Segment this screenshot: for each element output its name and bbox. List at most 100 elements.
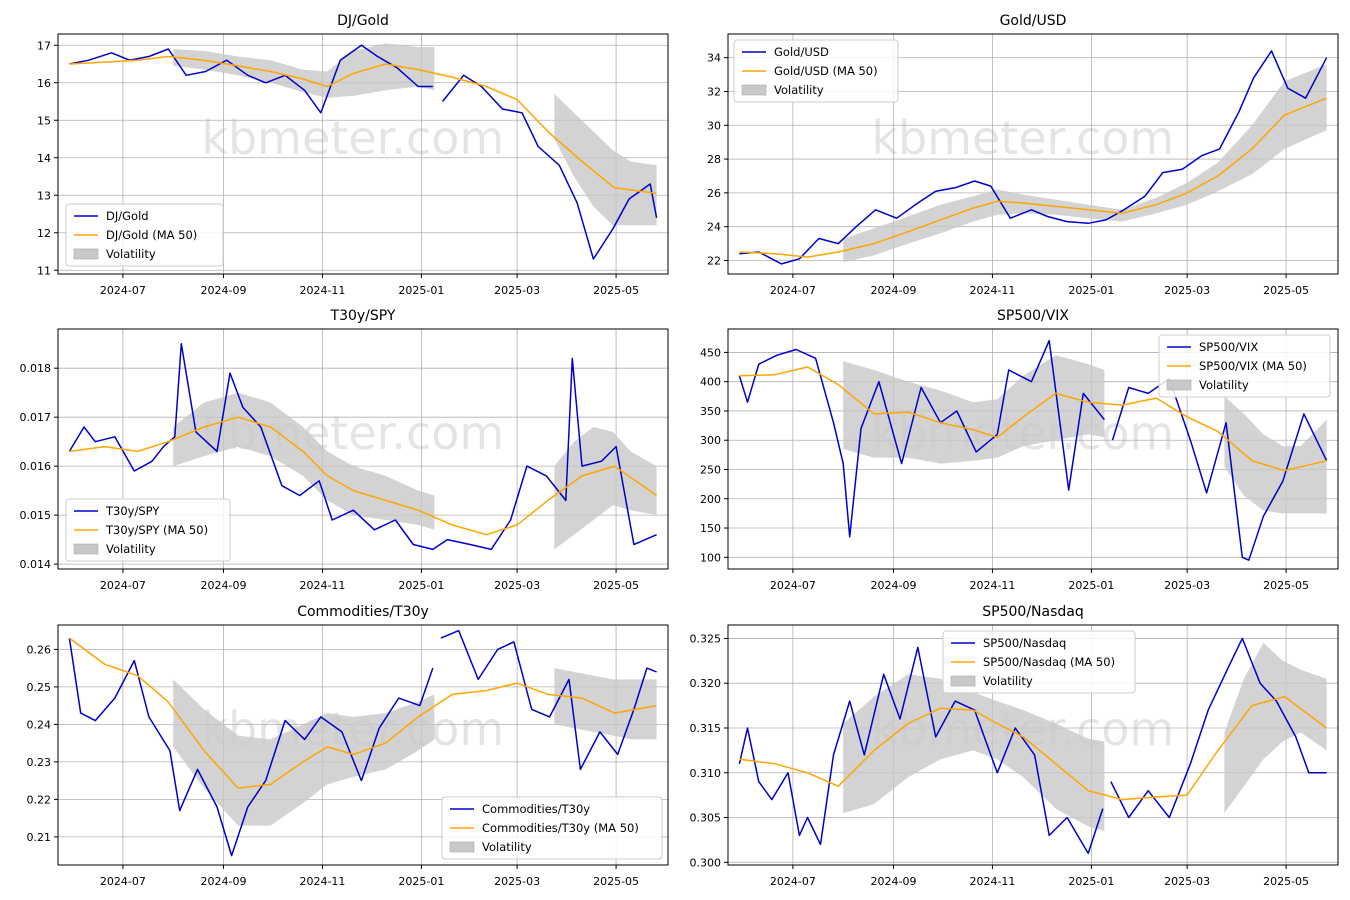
x-tick-label: 2025-01 <box>398 579 444 592</box>
y-tick-label: 0.325 <box>690 632 722 645</box>
chart-panel-4: kbmeter.com2024-072024-092024-112025-012… <box>700 308 1339 592</box>
ma50-line-1 <box>739 97 1327 258</box>
y-tick-label: 22 <box>707 254 721 267</box>
x-tick-label: 2025-01 <box>1068 579 1114 592</box>
x-tick-label: 2024-11 <box>969 875 1015 888</box>
axes-frame <box>57 33 669 275</box>
y-tick-label: 0.22 <box>27 793 52 806</box>
y-tick-label: 24 <box>707 221 721 234</box>
x-tick-label: 2025-03 <box>494 875 540 888</box>
legend-label: Commodities/T30y (MA 50) <box>482 821 639 835</box>
legend: SP500/VIX SP500/VIX (MA 50) Volatility <box>1158 334 1331 398</box>
y-tick-label: 0.315 <box>690 722 722 735</box>
y-tick-label: 11 <box>37 264 51 277</box>
x-tick-label: 2025-05 <box>593 579 639 592</box>
watermark-text: kbmeter.com <box>201 111 504 165</box>
axes-frame <box>57 624 669 866</box>
x-tick-label: 2025-03 <box>1164 284 1210 297</box>
x-tick-label: 2024-07 <box>770 875 816 888</box>
x-tick-label: 2024-09 <box>870 579 916 592</box>
volatility-band-1 <box>843 64 1327 263</box>
axes-frame <box>727 33 1339 275</box>
x-tick-label: 2024-07 <box>100 875 146 888</box>
x-tick-label: 2025-03 <box>1164 579 1210 592</box>
x-tick-label: 2025-03 <box>1164 875 1210 888</box>
y-tick-label: 450 <box>700 346 721 359</box>
x-tick-label: 2025-01 <box>398 284 444 297</box>
y-tick-label: 400 <box>700 376 721 389</box>
y-tick-label: 0.016 <box>20 460 52 473</box>
x-tick-label: 2025-03 <box>494 284 540 297</box>
price-line-1 <box>738 646 1104 855</box>
legend: SP500/Nasdaq SP500/Nasdaq (MA 50) Volatili… <box>942 630 1136 694</box>
legend: DJ/Gold DJ/Gold (MA 50) Volatility <box>65 203 224 267</box>
volatility-band-1 <box>843 674 1105 831</box>
price-line-2 <box>441 74 658 260</box>
x-tick-label: 2024-07 <box>100 284 146 297</box>
x-tick-label: 2024-07 <box>100 579 146 592</box>
legend-swatch-volatility <box>73 543 99 555</box>
y-tick-label: 0.24 <box>27 718 52 731</box>
x-tick-label: 2024-11 <box>299 284 345 297</box>
legend: T30y/SPY T30y/SPY (MA 50) Volatility <box>65 498 231 562</box>
y-tick-label: 17 <box>37 39 51 52</box>
y-tick-label: 15 <box>37 114 51 127</box>
x-tick-label: 2024-09 <box>870 284 916 297</box>
axes-frame <box>727 624 1339 866</box>
legend-label: Commodities/T30y <box>482 802 590 816</box>
legend-label: SP500/VIX <box>1199 340 1258 354</box>
x-tick-label: 2024-09 <box>870 875 916 888</box>
x-tick-label: 2024-11 <box>299 579 345 592</box>
legend-swatch-volatility <box>741 84 767 96</box>
x-tick-label: 2024-07 <box>770 579 816 592</box>
y-tick-label: 32 <box>707 85 721 98</box>
legend: Gold/USD Gold/USD (MA 50) Volatility <box>733 39 899 103</box>
legend-swatch-volatility <box>950 675 976 687</box>
chart-panel-5: kbmeter.com2024-072024-092024-112025-012… <box>27 604 669 888</box>
volatility-band-1 <box>173 43 435 98</box>
legend-label: T30y/SPY (MA 50) <box>105 523 208 537</box>
price-line-1 <box>68 342 657 551</box>
y-tick-label: 0.300 <box>690 856 722 869</box>
x-tick-label: 2024-09 <box>200 579 246 592</box>
volatility-band-2 <box>1224 396 1327 514</box>
legend-box <box>733 39 899 103</box>
legend-swatch-volatility <box>73 248 99 260</box>
price-line-2 <box>440 629 657 771</box>
y-tick-label: 34 <box>707 52 721 65</box>
x-tick-label: 2024-09 <box>200 875 246 888</box>
chart-title: Gold/USD <box>1000 13 1067 29</box>
y-tick-label: 30 <box>707 119 721 132</box>
x-tick-label: 2024-07 <box>770 284 816 297</box>
legend-label: Gold/USD <box>774 45 829 59</box>
legend-label: DJ/Gold (MA 50) <box>106 228 197 242</box>
x-tick-label: 2025-03 <box>494 579 540 592</box>
legend-box <box>441 796 663 860</box>
x-tick-label: 2025-05 <box>1263 579 1309 592</box>
price-line-1 <box>739 50 1328 265</box>
legend-box <box>1158 334 1331 398</box>
volatility-band-1 <box>173 679 435 826</box>
x-tick-label: 2025-01 <box>398 875 444 888</box>
watermark-text: kbmeter.com <box>871 111 1174 165</box>
chart-panel-6: kbmeter.com2024-072024-092024-112025-012… <box>690 604 1339 888</box>
x-tick-label: 2024-11 <box>969 284 1015 297</box>
chart-title: DJ/Gold <box>337 13 389 29</box>
legend-label: Gold/USD (MA 50) <box>774 64 878 78</box>
y-tick-label: 250 <box>700 463 721 476</box>
axes-frame <box>727 328 1339 570</box>
y-tick-label: 0.23 <box>27 756 52 769</box>
ma50-line-1 <box>69 55 657 195</box>
axes-frame <box>57 328 669 570</box>
x-tick-label: 2025-01 <box>1068 875 1114 888</box>
legend-box <box>942 630 1136 694</box>
legend-box <box>65 203 224 267</box>
ma50-line-1 <box>739 366 1327 472</box>
ma50-line-1 <box>739 695 1328 801</box>
y-tick-label: 0.018 <box>20 362 52 375</box>
ma50-line-1 <box>69 416 658 536</box>
y-tick-label: 300 <box>700 434 721 447</box>
legend: Commodities/T30y Commodities/T30y (MA 50)… <box>441 796 663 860</box>
chart-title: SP500/VIX <box>997 308 1069 324</box>
